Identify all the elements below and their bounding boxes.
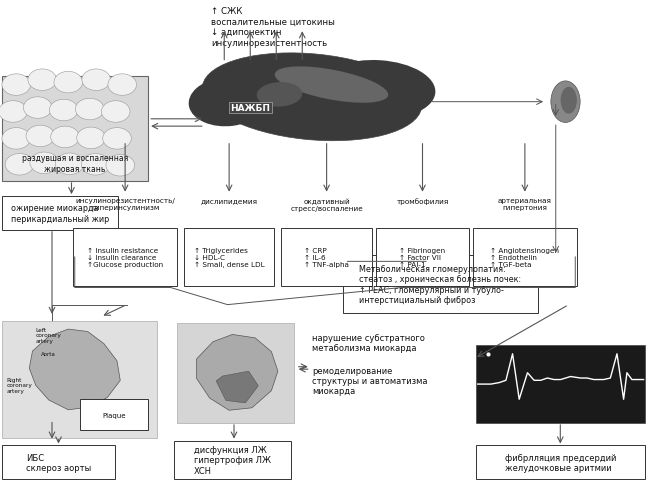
Polygon shape [197, 335, 278, 410]
Text: ИБС
склероз аорты: ИБС склероз аорты [26, 453, 91, 472]
Text: ↑ Triglycerides
↓ HDL-C
↑ Small, dense LDL: ↑ Triglycerides ↓ HDL-C ↑ Small, dense L… [194, 247, 265, 267]
Circle shape [49, 100, 78, 122]
Circle shape [75, 99, 104, 121]
Circle shape [101, 102, 130, 123]
Circle shape [2, 75, 31, 96]
Ellipse shape [188, 78, 266, 127]
Text: тромбофилия: тромбофилия [396, 198, 448, 204]
Text: ↑ Angiotensinogen
↑ Endothelin
↑ TGF-beta: ↑ Angiotensinogen ↑ Endothelin ↑ TGF-bet… [490, 247, 560, 267]
FancyBboxPatch shape [177, 324, 294, 423]
Text: инсулинорезистентность/
гиперинсулинизм: инсулинорезистентность/ гиперинсулинизм [75, 198, 175, 211]
Circle shape [55, 154, 84, 175]
FancyBboxPatch shape [2, 321, 157, 438]
Text: дислипидемия: дислипидемия [201, 198, 257, 203]
Text: Right
coronary
artery: Right coronary artery [6, 377, 32, 393]
Text: ремоделирование
структуры и автоматизма
миокарда: ремоделирование структуры и автоматизма … [312, 366, 428, 395]
Text: окдативный
стресс/воспаление: окдативный стресс/воспаление [291, 198, 363, 211]
Polygon shape [216, 371, 259, 403]
Polygon shape [29, 329, 120, 410]
Text: НАЖБП: НАЖБП [230, 104, 270, 113]
Text: ↑ Fibrinogen
↑ Factor VII
↑ PAI-1: ↑ Fibrinogen ↑ Factor VII ↑ PAI-1 [400, 247, 445, 267]
Circle shape [5, 154, 34, 176]
Circle shape [30, 153, 58, 174]
Circle shape [82, 70, 111, 91]
FancyBboxPatch shape [281, 228, 372, 286]
FancyBboxPatch shape [476, 346, 645, 423]
Text: раздувшая и воспаленная
жировая ткань: раздувшая и воспаленная жировая ткань [21, 154, 128, 173]
Text: ↑ CRP
↑ IL-6
↑ TNF-alpha: ↑ CRP ↑ IL-6 ↑ TNF-alpha [304, 247, 349, 267]
Text: Left
coronary
artery: Left coronary artery [36, 327, 62, 344]
Circle shape [77, 128, 105, 149]
FancyBboxPatch shape [2, 446, 115, 479]
Ellipse shape [560, 87, 577, 114]
Circle shape [2, 128, 31, 150]
FancyBboxPatch shape [174, 441, 291, 479]
FancyBboxPatch shape [80, 399, 148, 430]
Ellipse shape [257, 83, 302, 107]
Circle shape [103, 128, 131, 150]
Ellipse shape [318, 61, 436, 120]
Text: Plaque: Plaque [102, 412, 125, 418]
Text: Метаболическая гломерулопатия:
стеатоз , хроническая болезнь почек:
↑ РЕАС, глом: Метаболическая гломерулопатия: стеатоз ,… [359, 264, 521, 305]
Ellipse shape [275, 67, 388, 103]
Text: артериальная
гипертония: артериальная гипертония [498, 198, 552, 211]
Circle shape [0, 102, 27, 123]
FancyBboxPatch shape [2, 197, 118, 230]
FancyBboxPatch shape [2, 77, 148, 182]
Circle shape [54, 72, 83, 94]
FancyBboxPatch shape [184, 228, 274, 286]
Circle shape [26, 126, 55, 147]
Text: дисфункция ЛЖ
гипертрофия ЛЖ
ХСН: дисфункция ЛЖ гипертрофия ЛЖ ХСН [194, 445, 271, 475]
FancyBboxPatch shape [73, 228, 177, 286]
Ellipse shape [551, 81, 580, 123]
Text: ожирение миокарда
перикардиальный жир: ожирение миокарда перикардиальный жир [11, 204, 109, 223]
Circle shape [108, 75, 136, 96]
FancyBboxPatch shape [343, 255, 538, 313]
Text: ↑ СЖК
воспалительные цитокины
↓ адипонектин
инсулинорезистентность: ↑ СЖК воспалительные цитокины ↓ адипонек… [211, 7, 335, 47]
Circle shape [81, 154, 110, 176]
Circle shape [106, 155, 135, 177]
Circle shape [51, 127, 79, 148]
Circle shape [23, 98, 52, 119]
FancyBboxPatch shape [476, 446, 645, 479]
FancyBboxPatch shape [376, 228, 469, 286]
Text: ↑ Insulin resistance
↓ Insulin clearance
↑Glucose production: ↑ Insulin resistance ↓ Insulin clearance… [87, 247, 163, 267]
FancyBboxPatch shape [473, 228, 577, 286]
Ellipse shape [202, 54, 422, 142]
Text: нарушение субстратного
метаболизма миокарда: нарушение субстратного метаболизма миока… [312, 333, 425, 352]
Text: Aorta: Aorta [41, 352, 56, 357]
Circle shape [28, 70, 57, 91]
Text: фибрлляция предсердий
желудочковые аритмии: фибрлляция предсердий желудочковые аритм… [505, 453, 616, 472]
